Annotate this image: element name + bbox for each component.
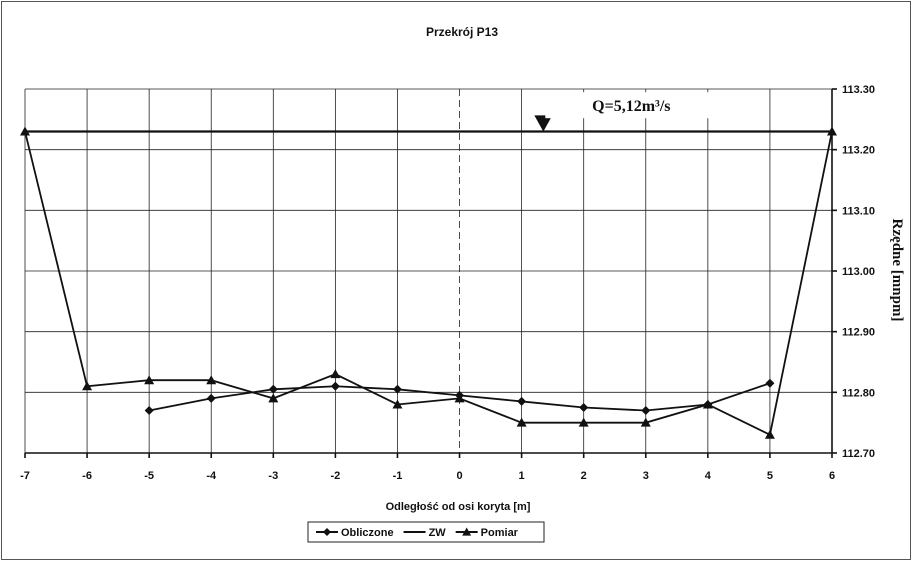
point-pomiar [330,369,341,379]
y-tick-label: 112.70 [842,448,875,460]
point-obliczone [268,384,278,394]
point-pomiar [578,417,589,427]
point-obliczone [765,378,775,388]
point-pomiar [454,393,465,403]
x-tick-label: 6 [829,470,835,482]
x-tick-label: 1 [519,470,525,482]
point-obliczone [144,406,154,416]
x-tick-label: -4 [206,470,217,482]
x-tick-label: -7 [20,470,30,482]
y-tick-label: 112.90 [842,327,875,339]
legend-label-pomiar: Pomiar [481,527,519,539]
grid [24,88,833,454]
x-tick-label: 0 [456,470,462,482]
x-tick-label: -5 [144,470,154,482]
axes [24,88,837,458]
point-obliczone [392,384,402,394]
y-tick-label: 113.20 [842,145,875,157]
series-line-pomiar [24,131,833,437]
x-tick-label: -3 [268,470,278,482]
y-tick-label: 113.00 [842,266,875,278]
x-tick-label: 5 [767,470,773,482]
y-tick-label: 112.80 [842,387,875,399]
point-obliczone [330,381,340,391]
point-pomiar [827,126,837,136]
legend-marker-pomiar [462,527,472,536]
legend-box [307,521,545,543]
x-tick-label: 2 [581,470,587,482]
point-pomiar [764,429,775,439]
x-tick-label: -2 [330,470,340,482]
y-axis-label: Rzędne [mnpm] [889,219,905,322]
discharge-annotation: Q=5,12m³/s [592,98,670,115]
annotations: Q=5,12m³/s [534,92,716,132]
point-pomiar [20,126,30,136]
point-pomiar [268,393,279,403]
x-tick-label: -1 [393,470,403,482]
legend-label-zw: ZW [429,527,447,539]
x-tick-label: 4 [705,470,712,482]
point-obliczone [517,396,527,406]
point-pomiar [640,417,651,427]
point-pomiar [392,399,403,409]
legend-label-obliczone: Obliczone [341,527,394,539]
y-tick-label: 113.30 [842,84,875,96]
annotation-box [545,92,716,119]
point-obliczone [579,403,589,412]
series-layer [20,126,837,439]
water-level-marker [534,115,553,132]
point-pomiar [206,375,217,385]
x-axis-label: Odległość od osi koryta [m] [386,501,531,513]
point-obliczone [206,393,216,403]
tick-labels: 112.70 112.80 112.90 113.00 113.10 113.20 113.… [20,84,875,482]
point-pomiar [82,381,93,391]
x-tick-label: -6 [82,470,92,482]
chart-title: Przekrój P13 [426,25,498,39]
y-tick-label: 113.10 [842,205,875,217]
point-pomiar [144,375,155,385]
x-tick-label: 3 [643,470,649,482]
point-obliczone [641,406,651,416]
legend: Obliczone ZW Pomiar [307,521,545,543]
point-pomiar [516,417,527,427]
legend-marker-obliczone [323,528,331,536]
point-pomiar [702,399,713,409]
